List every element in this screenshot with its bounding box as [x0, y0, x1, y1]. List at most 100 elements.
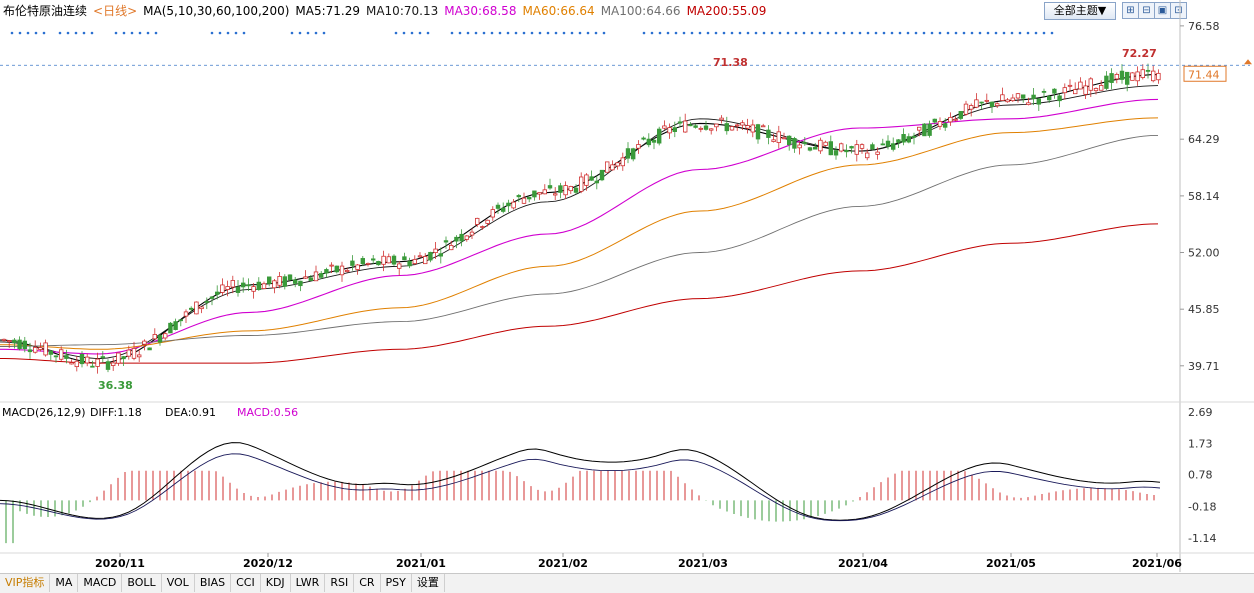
ma-values: MA5:71.29 MA10:70.13 MA30:68.58 MA60:66.64 M… — [295, 4, 772, 18]
macd-tick-label: 1.73 — [1188, 437, 1213, 450]
candle-body — [428, 251, 433, 261]
tab-10[interactable]: CR — [354, 574, 381, 592]
signal-dot — [42, 31, 46, 35]
macd-header-1: DIFF:1.18 — [90, 406, 142, 419]
signal-dot — [138, 31, 142, 35]
signal-dot — [762, 31, 766, 35]
tab-5[interactable]: BIAS — [195, 574, 232, 592]
tab-6[interactable]: CCI — [231, 574, 261, 592]
signal-dot — [754, 31, 758, 35]
tab-2[interactable]: MACD — [78, 574, 123, 592]
candle-body — [22, 340, 27, 350]
tab-12[interactable]: 设置 — [412, 574, 445, 592]
signal-dot — [690, 31, 694, 35]
candle-body — [100, 356, 105, 359]
candle-body — [111, 362, 116, 366]
signal-dot — [18, 31, 22, 35]
annotation-low-november: 36.38 — [98, 379, 133, 392]
candle-body — [901, 134, 906, 143]
candle-body — [324, 269, 329, 274]
instrument-title: 布伦特原油连续 — [3, 4, 88, 18]
candle-body — [454, 236, 459, 242]
candle-body — [646, 138, 651, 146]
current-price-label: 71.44 — [1188, 68, 1220, 81]
candle-body — [355, 264, 360, 270]
candle-body — [896, 139, 901, 143]
candle-body — [308, 277, 313, 281]
candle-body — [662, 125, 667, 129]
tab-1[interactable]: MA — [50, 574, 79, 592]
candle-body — [402, 256, 407, 261]
candle-body — [1125, 71, 1130, 85]
price-tick-label: 52.00 — [1188, 246, 1220, 259]
price-tick-label: 64.29 — [1188, 133, 1220, 146]
tab-0[interactable]: VIP指标 — [0, 574, 51, 592]
tab-3[interactable]: BOLL — [122, 574, 162, 592]
candle-body — [875, 151, 880, 155]
candle-body — [1135, 71, 1140, 82]
tab-7[interactable]: KDJ — [261, 574, 291, 592]
signal-dot — [906, 31, 910, 35]
tab-11[interactable]: PSY — [381, 574, 412, 592]
signal-dot — [514, 31, 518, 35]
candle-body — [318, 273, 324, 278]
signal-dot — [874, 31, 878, 35]
ma-params: MA(5,10,30,60,100,200) — [143, 4, 290, 18]
candle-body — [178, 319, 183, 322]
signal-dot — [1018, 31, 1022, 35]
series-line-ma10 — [0, 85, 1159, 359]
candle-body — [433, 248, 438, 253]
theme-selector-button[interactable]: 全部主题▼ — [1044, 2, 1116, 20]
candle-body — [204, 301, 209, 303]
signal-dot — [226, 31, 230, 35]
signal-dot — [826, 31, 830, 35]
maximize-icon[interactable]: ⊡ — [1170, 2, 1187, 19]
candle-body — [220, 284, 225, 293]
price-arrow-icon — [1244, 59, 1252, 65]
signal-dot — [698, 31, 702, 35]
candle-body — [1031, 94, 1036, 100]
candle-body — [948, 116, 953, 123]
signal-dot — [586, 31, 590, 35]
signal-dot — [506, 31, 510, 35]
x-tick-label: 2021/06 — [1132, 557, 1182, 570]
tab-8[interactable]: LWR — [291, 574, 326, 592]
candle-body — [64, 355, 69, 359]
series-line-ma5 — [0, 74, 1159, 364]
macd-tick-label: 0.78 — [1188, 469, 1213, 482]
candle-body — [750, 124, 755, 133]
signal-dot — [498, 31, 502, 35]
candle-body — [891, 143, 896, 150]
candle-body — [729, 126, 735, 131]
candle-body — [979, 101, 984, 104]
candle-body — [1073, 89, 1078, 95]
candle-body — [396, 263, 402, 269]
signal-dot — [314, 31, 318, 35]
candle-body — [1156, 72, 1161, 81]
candle-body — [802, 142, 807, 145]
candle-body — [365, 263, 371, 265]
candle-body — [1026, 102, 1031, 105]
frequency-label[interactable]: <日线> — [93, 4, 138, 18]
candle-body — [724, 123, 729, 132]
candle-body — [995, 103, 1000, 106]
macd-tick-label: -1.14 — [1188, 532, 1216, 545]
signal-dot — [1010, 31, 1014, 35]
tab-9[interactable]: RSI — [325, 574, 355, 592]
candle-body — [615, 162, 620, 167]
signal-dot — [938, 31, 942, 35]
candle-body — [1047, 96, 1052, 101]
tab-4[interactable]: VOL — [162, 574, 195, 592]
series-line-ma60 — [0, 117, 1159, 350]
candle-body — [27, 349, 33, 353]
signal-dot — [154, 31, 158, 35]
signal-dot — [418, 31, 422, 35]
candle-body — [329, 264, 334, 267]
signal-dot — [650, 31, 654, 35]
candle-body — [240, 282, 246, 288]
candle-body — [142, 340, 147, 345]
candle-body — [313, 271, 319, 282]
candle-body — [885, 140, 891, 147]
candle-body — [906, 136, 911, 143]
